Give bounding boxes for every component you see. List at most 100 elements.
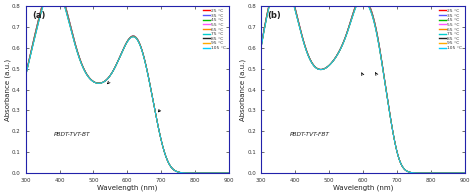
Line: 25 °C: 25 °C xyxy=(26,0,229,173)
85 °C xyxy=(419,172,424,174)
95 °C xyxy=(117,57,122,60)
75 °C xyxy=(462,172,467,174)
105 °C xyxy=(226,172,232,174)
95 °C xyxy=(226,172,232,174)
95 °C xyxy=(269,1,274,3)
45 °C xyxy=(258,44,264,46)
105 °C xyxy=(352,9,358,11)
45 °C xyxy=(357,1,363,3)
75 °C xyxy=(33,30,39,33)
Text: (a): (a) xyxy=(32,11,45,20)
Text: PBDT-TVT-BT: PBDT-TVT-BT xyxy=(54,132,91,137)
105 °C xyxy=(122,46,128,48)
75 °C xyxy=(220,172,226,174)
65 °C xyxy=(33,30,39,32)
65 °C xyxy=(456,172,462,174)
Text: (b): (b) xyxy=(267,11,281,20)
25 °C xyxy=(117,57,122,59)
45 °C xyxy=(220,172,226,174)
45 °C xyxy=(352,7,358,9)
85 °C xyxy=(456,172,462,174)
45 °C xyxy=(456,172,462,174)
55 °C xyxy=(456,172,462,174)
25 °C xyxy=(267,1,273,3)
Legend: 25 °C, 35 °C, 45 °C, 55 °C, 65 °C, 75 °C, 85 °C, 95 °C, 105 °C: 25 °C, 35 °C, 45 °C, 55 °C, 65 °C, 75 °C… xyxy=(203,8,227,51)
Line: 85 °C: 85 °C xyxy=(26,0,229,173)
45 °C xyxy=(419,172,424,174)
35 °C xyxy=(226,172,232,174)
65 °C xyxy=(357,1,363,3)
105 °C xyxy=(456,172,462,174)
45 °C xyxy=(23,74,28,76)
25 °C xyxy=(220,172,226,174)
25 °C xyxy=(183,172,189,174)
35 °C xyxy=(357,1,363,3)
75 °C xyxy=(220,172,226,174)
85 °C xyxy=(23,74,28,77)
65 °C xyxy=(220,172,226,174)
55 °C xyxy=(419,172,424,174)
35 °C xyxy=(258,44,264,46)
75 °C xyxy=(456,172,462,174)
105 °C xyxy=(269,1,274,3)
65 °C xyxy=(456,172,462,174)
65 °C xyxy=(267,1,273,3)
25 °C xyxy=(357,1,363,3)
35 °C xyxy=(456,172,462,174)
75 °C xyxy=(183,172,189,174)
Line: 105 °C: 105 °C xyxy=(26,0,229,173)
Line: 85 °C: 85 °C xyxy=(261,2,465,173)
45 °C xyxy=(33,29,39,31)
Line: 95 °C: 95 °C xyxy=(261,2,465,173)
35 °C xyxy=(33,28,39,31)
105 °C xyxy=(462,172,467,174)
65 °C xyxy=(226,172,232,174)
95 °C xyxy=(122,46,128,48)
55 °C xyxy=(122,45,128,48)
95 °C xyxy=(220,172,226,174)
65 °C xyxy=(352,8,358,10)
Line: 35 °C: 35 °C xyxy=(261,2,465,173)
Line: 75 °C: 75 °C xyxy=(261,2,465,173)
35 °C xyxy=(220,172,226,174)
35 °C xyxy=(456,172,462,174)
85 °C xyxy=(183,172,189,174)
25 °C xyxy=(258,44,264,46)
55 °C xyxy=(269,1,274,3)
Line: 45 °C: 45 °C xyxy=(261,2,465,173)
35 °C xyxy=(267,1,273,3)
55 °C xyxy=(220,172,226,174)
45 °C xyxy=(220,172,226,174)
75 °C xyxy=(419,172,424,174)
75 °C xyxy=(357,1,363,3)
85 °C xyxy=(226,172,232,174)
45 °C xyxy=(226,172,232,174)
65 °C xyxy=(183,172,189,174)
25 °C xyxy=(456,172,462,174)
95 °C xyxy=(267,1,273,3)
75 °C xyxy=(226,172,232,174)
45 °C xyxy=(269,1,274,3)
55 °C xyxy=(117,57,122,59)
25 °C xyxy=(220,172,226,174)
Line: 25 °C: 25 °C xyxy=(261,2,465,173)
Line: 95 °C: 95 °C xyxy=(26,0,229,173)
105 °C xyxy=(456,172,462,174)
95 °C xyxy=(220,172,226,174)
85 °C xyxy=(122,45,128,48)
Line: 105 °C: 105 °C xyxy=(261,2,465,173)
55 °C xyxy=(456,172,462,174)
95 °C xyxy=(456,172,462,174)
55 °C xyxy=(23,74,28,76)
55 °C xyxy=(220,172,226,174)
95 °C xyxy=(352,9,358,11)
85 °C xyxy=(456,172,462,174)
65 °C xyxy=(269,1,274,3)
55 °C xyxy=(226,172,232,174)
Line: 55 °C: 55 °C xyxy=(26,0,229,173)
Line: 45 °C: 45 °C xyxy=(26,0,229,173)
55 °C xyxy=(462,172,467,174)
35 °C xyxy=(122,45,128,47)
25 °C xyxy=(122,45,128,47)
85 °C xyxy=(357,1,363,3)
